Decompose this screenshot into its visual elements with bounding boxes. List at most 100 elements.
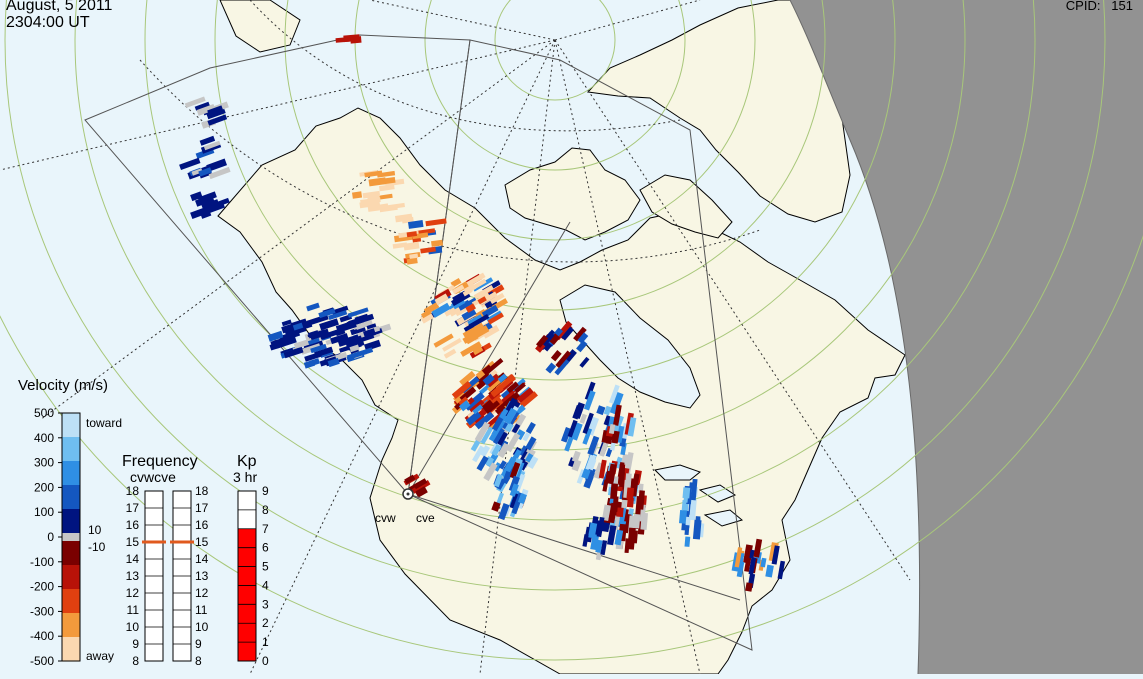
velocity-vector xyxy=(199,135,216,146)
velocity-vector xyxy=(318,328,330,337)
velocity-vector xyxy=(198,167,213,177)
velocity-vector xyxy=(503,407,518,425)
velocity-vector xyxy=(466,272,486,287)
velocity-vector xyxy=(459,370,476,387)
velocity-vector xyxy=(270,337,287,347)
velocity-vector xyxy=(504,422,514,433)
velocity-vector xyxy=(601,504,612,522)
velocity-vector xyxy=(347,307,369,318)
velocity-bar-ground-scatter xyxy=(62,533,80,541)
velocity-vector xyxy=(582,534,589,547)
velocity-vector xyxy=(292,322,304,331)
kp-tick-label: 5 xyxy=(262,560,269,574)
velocity-vector xyxy=(777,560,786,580)
velocity-vector xyxy=(577,332,589,344)
velocity-vector xyxy=(497,431,509,446)
velocity-vector xyxy=(581,468,591,480)
velocity-vector xyxy=(403,241,420,251)
velocity-vector xyxy=(561,326,574,341)
velocity-vector xyxy=(267,330,284,342)
date-title: August, 5 2011 xyxy=(6,0,113,14)
frequency-tick-label: 8 xyxy=(195,654,202,668)
velocity-vector xyxy=(283,346,304,359)
velocity-vector xyxy=(601,522,610,533)
velocity-vector xyxy=(274,336,297,349)
longitude-grid xyxy=(0,0,911,675)
velocity-vector xyxy=(527,455,539,469)
asia-land xyxy=(219,0,301,53)
velocity-vector xyxy=(614,529,624,546)
cpid-readout: CPID: 151 xyxy=(1066,0,1133,13)
velocity-vector xyxy=(482,325,500,339)
velocity-vector xyxy=(349,344,360,353)
velocity-vector xyxy=(306,314,329,327)
velocity-vectors xyxy=(179,34,786,592)
velocity-vector xyxy=(517,492,527,505)
velocity-vector xyxy=(760,557,767,568)
velocity-vector xyxy=(570,422,583,441)
velocity-tick-label: 500 xyxy=(34,406,54,420)
velocity-tick-label: 100 xyxy=(34,505,54,519)
kp-subtitle: 3 hr xyxy=(233,469,257,485)
velocity-vector xyxy=(503,470,511,481)
velocity-vector xyxy=(607,463,617,485)
velocity-vector xyxy=(509,483,519,497)
velocity-vector xyxy=(413,478,428,490)
velocity-vector xyxy=(524,452,534,463)
velocity-vector xyxy=(179,157,201,171)
velocity-vector xyxy=(635,495,642,517)
frequency-tick-label: 9 xyxy=(195,637,202,651)
velocity-tick-labels: 500 400 300 200 100 0 -100 -200 -300 -400 -500 xyxy=(30,406,62,668)
velocity-vector xyxy=(522,432,531,442)
velocity-vector xyxy=(694,516,701,529)
radar-fov xyxy=(84,34,753,651)
velocity-vector xyxy=(474,411,495,430)
velocity-vector xyxy=(498,503,510,521)
velocity-tick-label: -500 xyxy=(30,654,54,668)
velocity-toward-label: toward xyxy=(86,416,122,430)
velocity-vector xyxy=(582,412,594,435)
velocity-vector xyxy=(443,348,457,359)
velocity-vector xyxy=(488,423,504,443)
velocity-vector xyxy=(318,308,336,319)
velocity-vector xyxy=(352,191,363,199)
velocity-vector xyxy=(626,497,634,508)
velocity-bar-segment xyxy=(62,637,80,662)
hudson-bay xyxy=(559,284,701,409)
velocity-vector xyxy=(595,539,603,553)
velocity-vector xyxy=(343,34,360,43)
velocity-vector xyxy=(483,462,498,482)
velocity-vector xyxy=(571,450,581,463)
velocity-vector xyxy=(588,458,597,471)
velocity-vector xyxy=(379,183,395,192)
velocity-vector xyxy=(734,547,743,568)
velocity-vector xyxy=(364,339,382,351)
velocity-vector xyxy=(482,342,492,351)
velocity-vector xyxy=(304,351,322,362)
velocity-vector xyxy=(684,536,691,547)
velocity-vector xyxy=(458,396,469,406)
kp-bar-outline xyxy=(237,490,257,662)
radar-site-marker xyxy=(402,488,414,500)
velocity-vector xyxy=(543,342,553,352)
velocity-vector xyxy=(576,340,588,353)
frequency-tick-label: 13 xyxy=(195,569,209,583)
velocity-vector xyxy=(395,213,413,223)
velocity-vector xyxy=(465,410,482,426)
velocity-vector xyxy=(208,166,231,180)
velocity-vector xyxy=(458,297,477,311)
velocity-vector xyxy=(690,478,698,501)
velocity-vector xyxy=(206,158,228,172)
velocity-vector xyxy=(684,525,690,536)
velocity-vector xyxy=(505,432,521,453)
velocity-vector xyxy=(509,493,519,509)
velocity-vector xyxy=(771,545,780,565)
velocity-vector xyxy=(603,405,612,416)
velocity-vector xyxy=(463,283,477,295)
velocity-vector xyxy=(554,358,570,376)
frequency-tick-label: 18 xyxy=(126,484,140,498)
velocity-vector xyxy=(689,499,697,521)
kp-tick-label: 9 xyxy=(262,484,269,498)
velocity-vector xyxy=(474,421,491,443)
